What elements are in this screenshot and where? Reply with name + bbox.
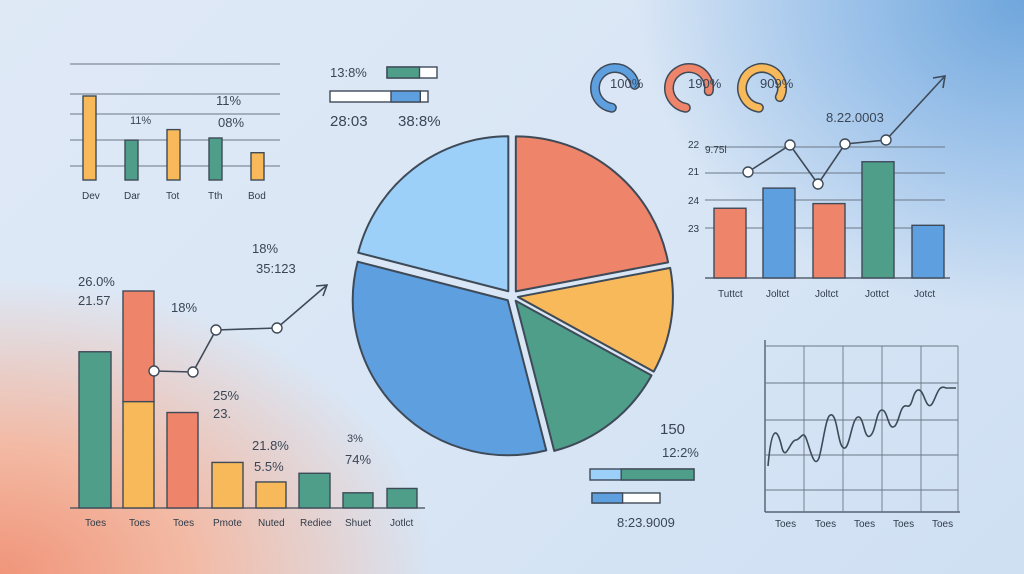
tr-ytick-1: 22 xyxy=(688,140,700,151)
bl-label-a: 18% xyxy=(252,241,279,256)
br-cat-4: Toes xyxy=(893,519,915,530)
tr-ytick-4: 23 xyxy=(688,224,700,235)
bl-bar xyxy=(386,487,418,509)
tr-cat-2: Joltct xyxy=(766,289,790,300)
tl-cat-3: Tot xyxy=(166,191,180,202)
tr-trend-arrow xyxy=(932,75,946,89)
tl-label-2: 11% xyxy=(130,115,152,127)
gauge-1-label: 100% xyxy=(610,76,644,91)
br-line-series xyxy=(767,386,956,467)
stat-top-3: 38:8% xyxy=(398,113,441,130)
stat-top-1: 13:8% xyxy=(330,65,367,80)
bl-line-point xyxy=(187,366,199,378)
bl-trend-line xyxy=(153,284,328,373)
tr-trend-line xyxy=(747,75,946,186)
tr-line-point xyxy=(880,134,892,146)
pie-slice xyxy=(351,260,548,457)
progress-fill-3 xyxy=(620,468,695,481)
bl-label-f: 25% xyxy=(213,388,240,403)
pie-slice xyxy=(516,266,674,373)
tl-bar xyxy=(82,95,97,181)
tl-bar xyxy=(166,128,181,181)
progress-fill-1 xyxy=(386,66,421,79)
br-cat-5: Toes xyxy=(932,519,954,530)
gauge-3-label: 909% xyxy=(760,76,794,91)
bl-cat-6: Rediee xyxy=(300,518,332,529)
tl-cat-1: Dev xyxy=(82,191,100,202)
stat-bottom-1: 150 xyxy=(660,421,686,438)
bl-cat-8: Jotlct xyxy=(390,518,414,529)
bl-trend-arrow xyxy=(315,284,329,297)
bl-bar xyxy=(342,492,374,509)
bl-label-k: 74% xyxy=(345,452,372,467)
tr-bar xyxy=(762,187,796,279)
tl-bar xyxy=(124,139,139,181)
bl-line-point xyxy=(210,324,222,336)
tr-line-point xyxy=(742,166,754,178)
br-cat-3: Toes xyxy=(854,519,876,530)
bl-label-h: 21.8% xyxy=(252,438,289,453)
bl-bar xyxy=(211,461,244,509)
bl-cat-7: Shuet xyxy=(345,518,372,529)
bl-line-point xyxy=(271,322,283,334)
bl-cat-4: Pmote xyxy=(213,518,242,529)
progress-fill-2 xyxy=(390,90,421,103)
gauge-2-label: 190% xyxy=(688,76,722,91)
bl-cat-5: Nuted xyxy=(258,518,285,529)
bl-cat-1: Toes xyxy=(85,518,107,529)
tl-cat-4: Tth xyxy=(208,191,223,202)
bl-label-g: 23. xyxy=(213,406,232,421)
gauge-arc xyxy=(591,64,639,112)
tr-cat-3: Joltct xyxy=(815,289,839,300)
tr-bar xyxy=(861,161,895,279)
tr-bar xyxy=(812,202,846,279)
stat-bottom-2: 12:2% xyxy=(662,445,699,460)
bl-label-i: 5.5% xyxy=(254,459,284,474)
tr-cat-5: Jotct xyxy=(914,289,936,300)
tl-label-1: 11% xyxy=(216,93,242,108)
bl-bar-segment-bottom xyxy=(122,400,155,509)
tr-bar xyxy=(911,224,945,279)
progress-fill-4 xyxy=(591,492,624,504)
bl-bar xyxy=(255,481,287,509)
bl-line-point xyxy=(148,365,160,377)
tr-ytick-3: 24 xyxy=(688,196,700,207)
tl-label-3: 08% xyxy=(218,115,245,130)
tr-ytick-2: 21 xyxy=(688,167,700,178)
bl-bar xyxy=(166,411,199,509)
bl-label-c: 26.0% xyxy=(78,274,115,289)
bl-cat-2: Toes xyxy=(129,518,151,529)
tr-cat-1: Tuttct xyxy=(718,289,743,300)
bl-bar xyxy=(78,351,112,509)
tl-cat-5: Bod xyxy=(248,191,266,202)
pie-slice xyxy=(357,135,510,293)
tr-line-point xyxy=(812,178,824,190)
bl-label-e: 18% xyxy=(171,300,198,315)
bl-label-d: 21.57 xyxy=(78,293,111,308)
br-cat-1: Toes xyxy=(775,519,797,530)
progress-track-2 xyxy=(329,90,429,103)
stat-bottom-3: 8:23.9009 xyxy=(617,515,675,530)
pie-slice xyxy=(514,135,670,293)
br-cat-2: Toes xyxy=(815,519,837,530)
tl-bar xyxy=(208,137,223,181)
tr-line-point xyxy=(784,139,796,151)
bl-bar xyxy=(298,472,331,509)
bl-bar-segment-top xyxy=(122,290,155,403)
tl-cat-2: Dar xyxy=(124,191,141,202)
gauge-arc xyxy=(738,64,786,112)
pie-slice xyxy=(514,299,653,452)
stat-top-2: 28:03 xyxy=(330,113,368,130)
tr-bar xyxy=(713,207,747,279)
tr-line-point xyxy=(839,138,851,150)
bl-cat-3: Toes xyxy=(173,518,195,529)
tr-side-label: 9.75l xyxy=(705,145,727,156)
tr-cat-4: Jottct xyxy=(865,289,889,300)
bl-label-j: 3% xyxy=(347,433,363,445)
tr-header-value: 8.22.0003 xyxy=(826,110,884,125)
gauge-arc xyxy=(665,64,713,112)
tl-bar xyxy=(250,151,265,181)
bl-label-b: 35:123 xyxy=(256,261,296,276)
